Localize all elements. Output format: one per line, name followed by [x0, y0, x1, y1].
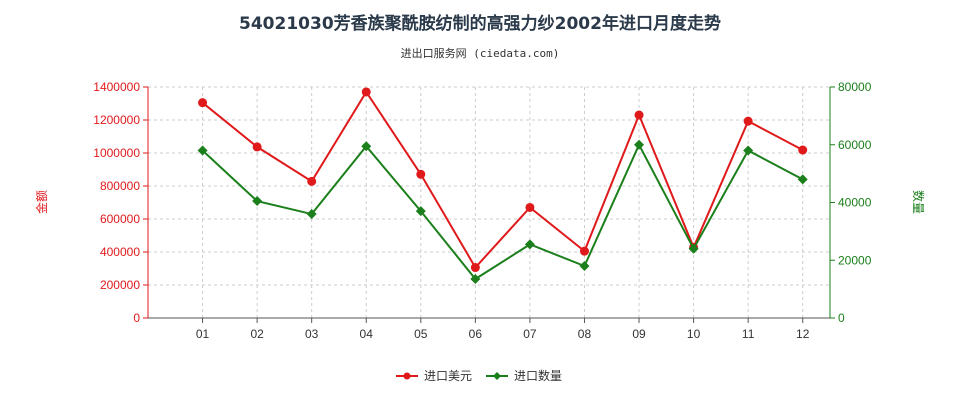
tick-label-left: 600000 [100, 212, 140, 226]
data-point-2[interactable] [197, 145, 208, 156]
data-point-2[interactable] [634, 139, 645, 150]
data-point-2[interactable] [579, 261, 590, 272]
gridlines [148, 86, 830, 318]
data-point-2[interactable] [361, 141, 372, 152]
tick-label-x: 09 [632, 327, 646, 341]
data-point-1[interactable] [579, 246, 589, 256]
data-point-2[interactable] [415, 206, 426, 217]
series-line-2 [201, 142, 804, 281]
legend-item-2[interactable]: 进口数量 [486, 368, 562, 383]
legend-marker [493, 372, 501, 380]
tick-label-x: 10 [687, 327, 701, 341]
data-point-2[interactable] [688, 243, 699, 254]
data-point-2[interactable] [743, 145, 754, 156]
y-axis-right-label: 数量 [911, 190, 926, 214]
tick-label-x: 11 [742, 327, 755, 341]
chart-title: 54021030芳香族聚酰胺纺制的高强力纱2002年进口月度走势 [239, 13, 721, 34]
legend-marker [403, 372, 411, 380]
tick-label-left: 1400000 [93, 80, 140, 94]
data-point-2[interactable] [797, 174, 808, 185]
tick-label-right: 0 [838, 311, 845, 325]
data-point-2[interactable] [252, 196, 263, 207]
tick-label-x: 07 [523, 327, 537, 341]
data-point-1[interactable] [307, 176, 317, 186]
data-point-1[interactable] [634, 110, 644, 120]
data-point-1[interactable] [525, 202, 535, 212]
tick-label-left: 1200000 [93, 113, 140, 127]
tick-label-x: 04 [360, 327, 374, 341]
tick-label-left: 400000 [100, 245, 140, 259]
legend-label: 进口美元 [424, 369, 472, 383]
data-point-2[interactable] [306, 209, 317, 220]
tick-label-x: 08 [578, 327, 592, 341]
tick-label-left: 1000000 [93, 146, 140, 160]
tick-label-x: 12 [796, 327, 810, 341]
tick-label-right: 40000 [838, 196, 872, 210]
tick-label-right: 80000 [838, 80, 872, 94]
data-point-1[interactable] [361, 87, 371, 97]
tick-label-left: 800000 [100, 179, 140, 193]
series [197, 87, 808, 285]
tick-label-right: 60000 [838, 138, 872, 152]
data-point-2[interactable] [524, 239, 535, 250]
data-point-2[interactable] [470, 274, 481, 285]
data-point-1[interactable] [798, 145, 808, 155]
tick-labels: 0200000400000600000800000100000012000001… [93, 80, 871, 341]
legend[interactable]: 进口美元 进口数量 [396, 368, 562, 383]
legend-label: 进口数量 [514, 368, 562, 383]
series-line-1 [201, 90, 804, 270]
chart-subtitle: 进出口服务网 (ciedata.com) [401, 46, 560, 60]
tick-label-left: 200000 [100, 278, 140, 292]
y-axis-left-label: 金额 [34, 190, 49, 214]
data-point-1[interactable] [470, 263, 480, 273]
data-point-1[interactable] [252, 142, 262, 152]
data-point-1[interactable] [198, 98, 208, 108]
tick-label-x: 06 [469, 327, 483, 341]
data-point-1[interactable] [743, 116, 753, 126]
tick-label-x: 05 [414, 327, 428, 341]
data-point-1[interactable] [416, 169, 426, 179]
tick-label-x: 02 [250, 327, 264, 341]
legend-item-1[interactable]: 进口美元 [396, 369, 472, 383]
tick-label-right: 20000 [838, 253, 872, 267]
tick-label-left: 0 [133, 311, 140, 325]
tick-label-x: 01 [196, 327, 210, 341]
tick-label-x: 03 [305, 327, 319, 341]
axes [147, 87, 831, 319]
